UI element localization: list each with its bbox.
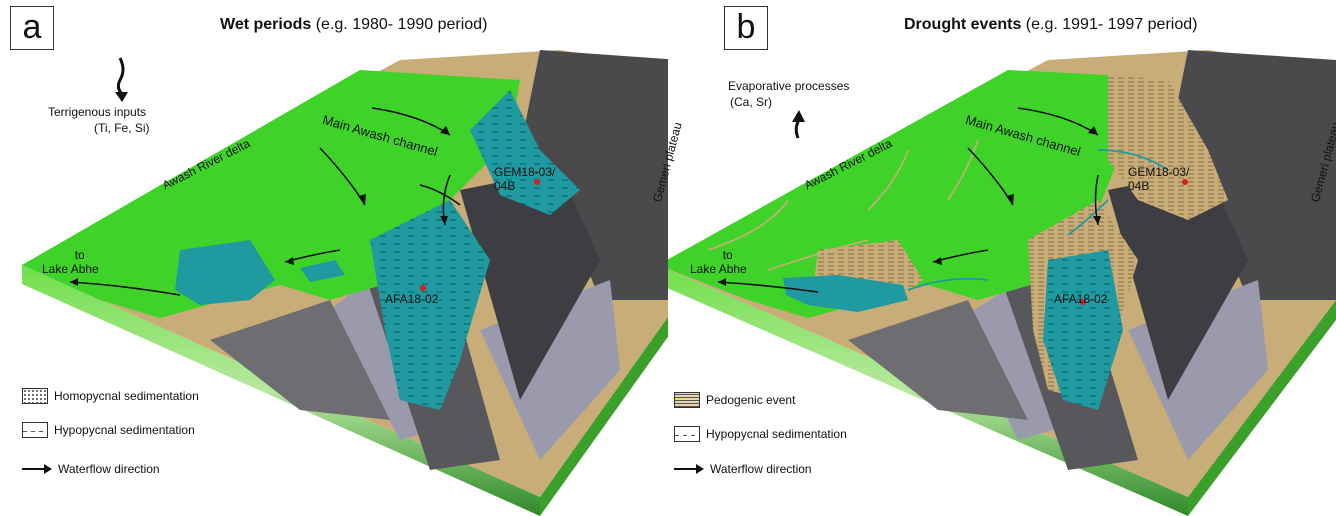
lake-line-1: to: [722, 248, 733, 262]
evaporation-arrow: [794, 119, 801, 139]
label-core-gem: GEM18-03/ 04B: [1128, 165, 1189, 193]
swatch-hypopycnal: [22, 422, 48, 438]
core-gem-line-2: 04B: [494, 179, 516, 193]
right-side: [1188, 300, 1336, 516]
label-core-gem: GEM18-03/ 04B: [494, 165, 555, 193]
legend-row-1: Homopycnal sedimentation: [22, 388, 199, 404]
panel-letter: a: [10, 6, 54, 50]
panel-drought-events: b Drought events (e.g. 1991- 1997 period…: [668, 0, 1336, 516]
input-arrow: [116, 57, 125, 96]
rock-dark-2: [460, 170, 600, 400]
legend-text-3: Waterflow direction: [710, 462, 812, 476]
legend-text-2: Hypopycnal sedimentation: [706, 427, 847, 441]
swatch-pedogenic: [674, 392, 700, 408]
core-gem-line-1: GEM18-03/: [494, 165, 556, 179]
vegetation-delta: [668, 70, 1118, 318]
arrow-icon: [674, 464, 704, 474]
core-point-afa: [420, 285, 426, 291]
note-line-1: Evaporative processes: [728, 79, 850, 93]
legend-text-1: Pedogenic event: [706, 393, 796, 407]
legend-text-3: Waterflow direction: [58, 462, 160, 476]
rock-grey-left: [848, 300, 1028, 420]
note-line-1: Terrigenous inputs: [48, 105, 147, 119]
block-diagram-wet: [22, 50, 668, 516]
legend-row-2: Hypopycnal sedimentation: [674, 426, 847, 442]
water-lower: [1043, 250, 1123, 410]
evaporative-note: Evaporative processes (Ca, Sr): [728, 78, 849, 110]
water-lake: [175, 240, 275, 305]
legend-row-1: Pedogenic event: [674, 392, 795, 408]
lake-line-2: Lake Abhe: [690, 262, 747, 276]
dry-channels: [707, 139, 979, 271]
core-point-gem: [534, 179, 540, 185]
panel-title: Wet periods (e.g. 1980- 1990 period): [220, 16, 487, 34]
note-line-2: (Ca, Sr): [730, 95, 772, 109]
core-gem-line-1: GEM18-03/: [1128, 165, 1190, 179]
rock-grey-left: [210, 300, 390, 420]
rock-dark-2: [1108, 170, 1248, 400]
legend-row-2: Hypopycnal sedimentation: [22, 422, 195, 438]
label-lake: to Lake Abhe: [690, 248, 747, 276]
label-core-afa: AFA18-02: [1054, 292, 1108, 306]
panel-title: Drought events (e.g. 1991- 1997 period): [904, 16, 1197, 34]
water-small-lake: [300, 260, 345, 282]
swatch-hypopycnal: [674, 426, 700, 442]
legend-row-3: Waterflow direction: [22, 462, 160, 476]
title-rest: (e.g. 1991- 1997 period): [1021, 16, 1198, 33]
swatch-homopycnal: [22, 388, 48, 404]
note-line-2: (Ti, Fe, Si): [94, 121, 150, 135]
panel-letter: b: [724, 6, 768, 50]
label-lake: to Lake Abhe: [42, 248, 99, 276]
core-gem-line-2: 04B: [1128, 179, 1150, 193]
flow-arrowheads: [718, 126, 1101, 286]
legend-text-2: Hypopycnal sedimentation: [54, 423, 195, 437]
pedogenic-upper: [1108, 75, 1228, 220]
flow-arrowheads: [70, 126, 450, 286]
rock-plateau: [520, 50, 668, 300]
panel-wet-periods: a Wet periods (e.g. 1980- 1990 period) T…: [10, 6, 685, 516]
block-diagram-drought: [668, 50, 1336, 516]
wet-channels: [907, 149, 1169, 291]
core-point-afa: [1080, 299, 1086, 305]
arrow-icon: [22, 464, 52, 474]
rock-plateau: [1168, 50, 1336, 300]
title-bold: Drought events: [904, 16, 1022, 33]
terrigenous-note: Terrigenous inputs (Ti, Fe, Si): [48, 104, 150, 136]
right-side: [540, 316, 668, 516]
water-lake: [783, 275, 908, 312]
lake-line-2: Lake Abhe: [42, 262, 99, 276]
water-lower: [370, 200, 490, 410]
legend-text-1: Homopycnal sedimentation: [54, 389, 199, 403]
water-upper: [470, 90, 580, 215]
legend-row-3: Waterflow direction: [674, 462, 812, 476]
title-bold: Wet periods: [220, 16, 312, 33]
title-rest: (e.g. 1980- 1990 period): [311, 16, 488, 33]
core-point-gem: [1182, 179, 1188, 185]
lake-line-1: to: [74, 248, 85, 262]
label-core-afa: AFA18-02: [385, 292, 439, 306]
